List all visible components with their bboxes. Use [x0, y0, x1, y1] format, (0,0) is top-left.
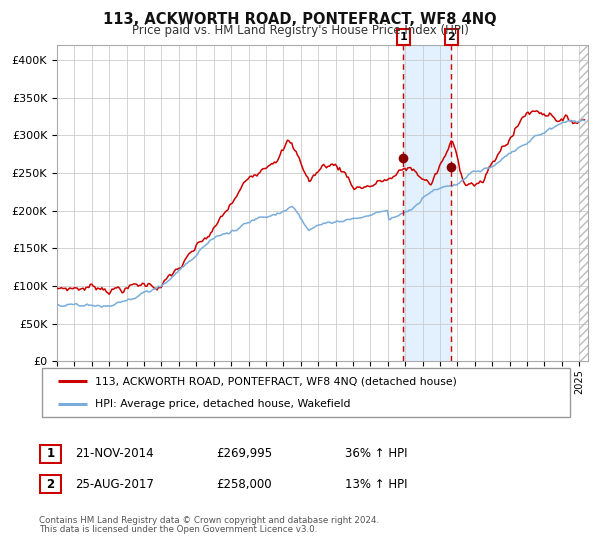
Text: £269,995: £269,995	[216, 447, 272, 460]
FancyBboxPatch shape	[40, 475, 61, 493]
Text: 1: 1	[46, 447, 55, 460]
Text: 1: 1	[400, 32, 407, 42]
Bar	[579, 45, 597, 361]
Text: 21-NOV-2014: 21-NOV-2014	[75, 447, 154, 460]
Text: 2: 2	[447, 32, 455, 42]
Text: 2: 2	[46, 478, 55, 491]
Text: This data is licensed under the Open Government Licence v3.0.: This data is licensed under the Open Gov…	[39, 525, 317, 534]
Text: 113, ACKWORTH ROAD, PONTEFRACT, WF8 4NQ (detached house): 113, ACKWORTH ROAD, PONTEFRACT, WF8 4NQ …	[95, 376, 457, 386]
Text: 113, ACKWORTH ROAD, PONTEFRACT, WF8 4NQ: 113, ACKWORTH ROAD, PONTEFRACT, WF8 4NQ	[103, 12, 497, 27]
FancyBboxPatch shape	[40, 445, 61, 463]
Text: 13% ↑ HPI: 13% ↑ HPI	[345, 478, 407, 491]
Text: 36% ↑ HPI: 36% ↑ HPI	[345, 447, 407, 460]
Text: Contains HM Land Registry data © Crown copyright and database right 2024.: Contains HM Land Registry data © Crown c…	[39, 516, 379, 525]
Text: Price paid vs. HM Land Registry's House Price Index (HPI): Price paid vs. HM Land Registry's House …	[131, 24, 469, 36]
FancyBboxPatch shape	[42, 368, 570, 417]
Text: 25-AUG-2017: 25-AUG-2017	[75, 478, 154, 491]
Text: £258,000: £258,000	[216, 478, 272, 491]
Text: HPI: Average price, detached house, Wakefield: HPI: Average price, detached house, Wake…	[95, 399, 350, 409]
Bar	[403, 45, 451, 361]
